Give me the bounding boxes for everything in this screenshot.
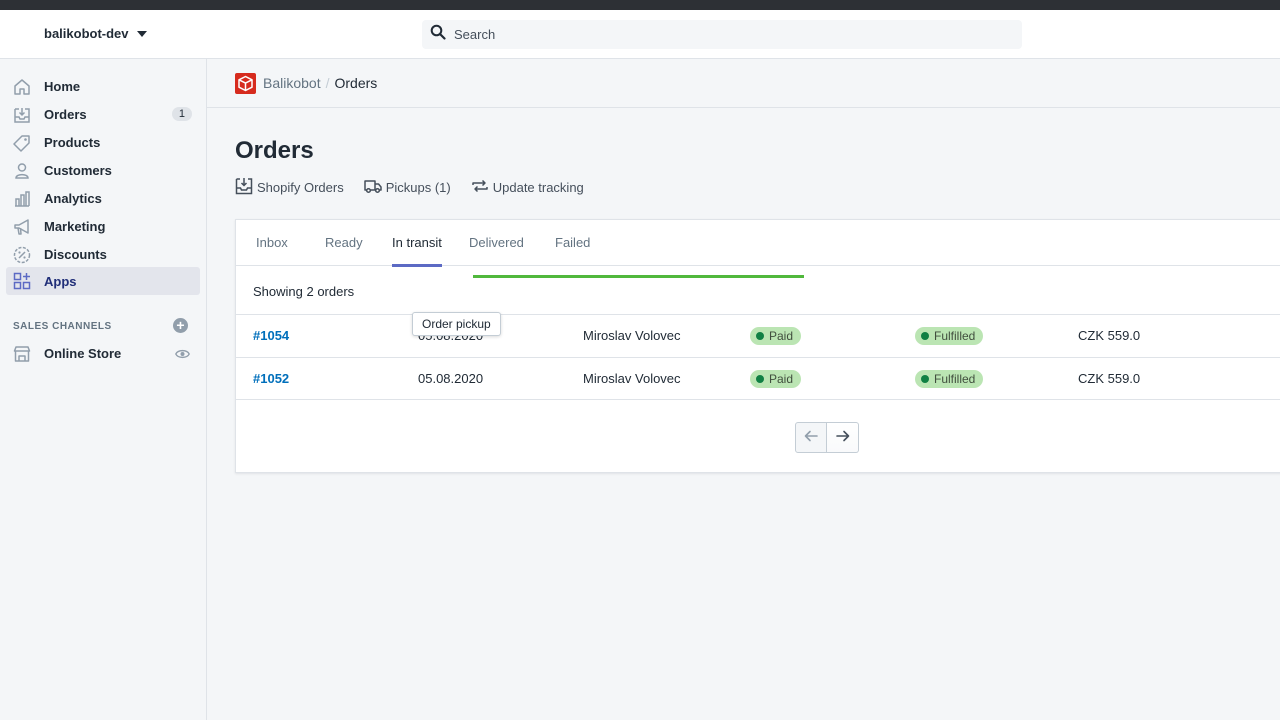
megaphone-icon <box>12 217 32 237</box>
sidebar: Home Orders 1 Products Customers Analyti… <box>0 59 207 720</box>
shopify-orders-label: Shopify Orders <box>257 180 344 195</box>
sidebar-item-label: Marketing <box>44 219 106 234</box>
home-icon <box>12 77 32 97</box>
sidebar-item-label: Analytics <box>44 191 102 206</box>
search-input[interactable] <box>454 27 994 42</box>
sidebar-item-products[interactable]: Products <box>6 129 200 156</box>
page-actions: Shopify Orders Pickups (1) Update tracki… <box>235 177 584 198</box>
sidebar-item-customers[interactable]: Customers <box>6 157 200 184</box>
order-id-link[interactable]: #1054 <box>253 328 290 343</box>
tab-ready[interactable]: Ready <box>325 235 363 250</box>
sidebar-item-apps[interactable]: Apps <box>6 267 200 295</box>
sidebar-item-label: Home <box>44 79 81 94</box>
tab-delivered[interactable]: Delivered <box>469 235 524 250</box>
page-title: Orders <box>235 137 314 164</box>
search-icon <box>430 24 446 45</box>
sidebar-item-label: Apps <box>44 273 77 289</box>
order-total: CZK 559.0 <box>1078 371 1141 386</box>
sidebar-item-label: Online Store <box>44 346 122 361</box>
fulfillment-status-badge: Fulfilled <box>915 327 984 345</box>
sidebar-item-label: Orders <box>44 107 87 122</box>
payment-status-badge: Paid <box>750 327 802 345</box>
order-customer: Miroslav Volovec <box>583 371 681 386</box>
caret-down-icon <box>136 31 147 37</box>
person-icon <box>12 161 32 181</box>
topbar: balikobot-dev <box>0 10 1280 59</box>
main-content: Balikobot / Orders Orders Shopify Orders… <box>207 59 1280 720</box>
breadcrumb: Balikobot / Orders <box>207 59 1280 108</box>
table-row[interactable]: #1052 05.08.2020 Miroslav Volovec Paid F… <box>236 357 1280 400</box>
sidebar-item-online-store[interactable]: Online Store <box>6 340 200 367</box>
sidebar-item-marketing[interactable]: Marketing <box>6 213 200 240</box>
sidebar-item-label: Products <box>44 135 101 150</box>
sidebar-item-analytics[interactable]: Analytics <box>6 185 200 212</box>
tag-icon <box>12 133 32 153</box>
update-tracking-button[interactable]: Update tracking <box>471 177 584 198</box>
orders-card: Inbox Ready In transit Delivered Failed … <box>235 219 1280 473</box>
fulfillment-status-badge: Fulfilled <box>915 370 984 388</box>
order-id-link[interactable]: #1052 <box>253 371 290 386</box>
tab-failed[interactable]: Failed <box>555 235 591 250</box>
breadcrumb-app-link[interactable]: Balikobot <box>263 75 321 91</box>
order-customer: Miroslav Volovec <box>583 328 681 343</box>
fulfillment-status-label: Fulfilled <box>934 372 976 386</box>
loading-progress-bar <box>473 275 804 278</box>
order-date: 05.08.2020 <box>418 371 484 386</box>
pagination <box>795 422 859 453</box>
status-dot-icon <box>756 375 764 383</box>
sidebar-item-label: Discounts <box>44 247 107 262</box>
inbox-icon <box>235 177 253 198</box>
shopify-orders-button[interactable]: Shopify Orders <box>235 177 344 198</box>
store-name: balikobot-dev <box>44 26 129 41</box>
sidebar-item-discounts[interactable]: Discounts <box>6 241 200 268</box>
fulfillment-status-label: Fulfilled <box>934 329 976 343</box>
payment-status-label: Paid <box>769 372 794 386</box>
sidebar-item-label: Customers <box>44 163 112 178</box>
tab-in-transit[interactable]: In transit <box>392 220 442 267</box>
order-total: CZK 559.0 <box>1078 328 1141 343</box>
breadcrumb-separator: / <box>325 75 330 91</box>
tab-inbox[interactable]: Inbox <box>256 235 288 250</box>
orders-table: #1054 05.08.2020 Miroslav Volovec Paid F… <box>236 314 1280 400</box>
apps-icon <box>12 271 32 291</box>
arrow-right-icon <box>835 429 850 447</box>
next-page-button[interactable] <box>827 422 859 453</box>
discount-icon <box>12 245 32 265</box>
pickups-label: Pickups (1) <box>385 180 451 195</box>
store-switcher[interactable]: balikobot-dev <box>44 26 147 41</box>
pickups-button[interactable]: Pickups (1) <box>363 177 451 198</box>
orders-count-badge: 1 <box>171 107 192 121</box>
balikobot-logo-icon <box>235 72 256 94</box>
orders-icon <box>12 105 32 125</box>
loading-progress-fill <box>473 275 804 278</box>
truck-icon <box>363 178 382 197</box>
payment-status-label: Paid <box>769 329 794 343</box>
sidebar-item-home[interactable]: Home <box>6 73 200 100</box>
store-icon <box>12 344 32 364</box>
status-dot-icon <box>756 332 764 340</box>
order-status-tabs: Inbox Ready In transit Delivered Failed <box>236 220 1280 267</box>
sidebar-item-orders[interactable]: Orders 1 <box>6 101 200 128</box>
sales-channels-heading: SALES CHANNELS <box>13 321 112 332</box>
refresh-icon <box>471 178 489 197</box>
os-menu-bar <box>0 0 1280 10</box>
payment-status-badge: Paid <box>750 370 802 388</box>
eye-icon[interactable] <box>175 347 190 365</box>
search-box[interactable] <box>422 20 1022 49</box>
bar-chart-icon <box>12 189 32 209</box>
orders-count-text: Showing 2 orders <box>253 284 355 299</box>
update-tracking-label: Update tracking <box>492 180 584 195</box>
add-sales-channel-icon[interactable]: + <box>173 318 188 333</box>
table-row[interactable]: #1054 05.08.2020 Miroslav Volovec Paid F… <box>236 314 1280 357</box>
status-dot-icon <box>921 375 929 383</box>
previous-page-button[interactable] <box>795 422 827 453</box>
breadcrumb-current: Orders <box>334 75 378 91</box>
order-pickup-tooltip: Order pickup <box>412 312 501 336</box>
arrow-left-icon <box>804 429 818 447</box>
status-dot-icon <box>921 332 929 340</box>
